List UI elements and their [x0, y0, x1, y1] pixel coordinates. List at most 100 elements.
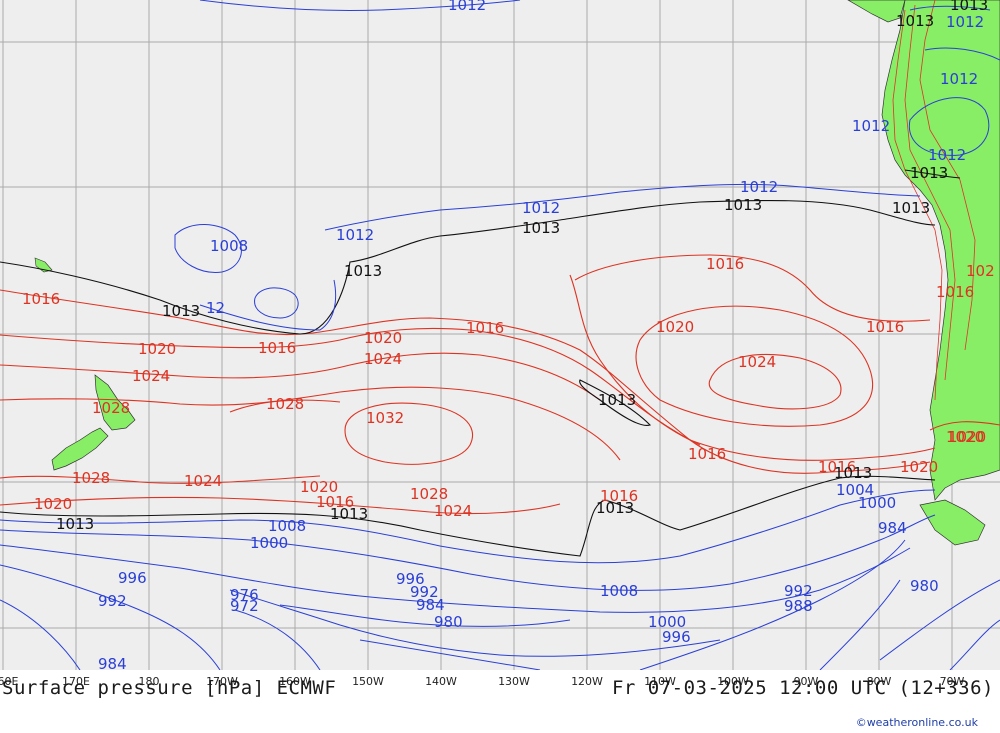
isobar-label: 1024 [434, 502, 472, 520]
isobar-label: 992 [410, 583, 439, 601]
isobar-label: 1020 [364, 329, 402, 347]
isobar-label: 1016 [818, 458, 856, 476]
isobar-label: 1013 [522, 219, 560, 237]
isobar-label: 1000 [858, 494, 896, 512]
isobar-label: 1013 [598, 391, 636, 409]
isobar-label: 992 [98, 592, 127, 610]
isobar-label: 102 [966, 262, 995, 280]
isobar-label: 1012 [522, 199, 560, 217]
isobar-label: 1020 [138, 340, 176, 358]
isobar-label: 1013 [834, 464, 872, 482]
longitude-label: 160W [279, 675, 311, 688]
forecast-timestamp: Fr 07-03-2025 12:00 UTC (12+336) [611, 677, 994, 699]
isobar-label: 1028 [266, 395, 304, 413]
longitude-label: 70W [939, 675, 965, 688]
isobar-label: 1012 [740, 178, 778, 196]
isobar-label: 976 [230, 586, 259, 604]
central-america-landmass [847, 0, 906, 23]
isobar-label: 1012 [448, 0, 486, 14]
isobar-label: 1016 [258, 339, 296, 357]
isobar-label: 1020 [948, 428, 986, 446]
isobar-label: 1004 [836, 481, 874, 499]
isobar-label: 992 [784, 582, 813, 600]
isobars-1013 [0, 169, 961, 557]
isobar-label: 1008 [600, 582, 638, 600]
isobar-label: 1000 [250, 534, 288, 552]
lat-lon-grid [0, 0, 1000, 670]
chatham-island [34, 257, 53, 273]
isobar-label: 988 [784, 597, 813, 615]
isobar-label: 1016 [866, 318, 904, 336]
isobar-label: 1012 [852, 117, 890, 135]
isobar-label: 1013 [344, 262, 382, 280]
longitude-label: 150W [352, 675, 384, 688]
longitude-label: 140W [425, 675, 457, 688]
isobar-label: 1013 [892, 199, 930, 217]
isobar-label: 1020 [946, 428, 984, 446]
isobar-label: 1020 [656, 318, 694, 336]
isobar-label: 1016 [466, 319, 504, 337]
isobar-label: 1012 [940, 70, 978, 88]
isobar-label: 1013 [950, 0, 988, 14]
isobar-label: 1013 [596, 499, 634, 517]
isobar-label: 984 [878, 519, 907, 537]
isobar-label: 984 [98, 655, 127, 670]
isobar-label: 1024 [132, 367, 170, 385]
longitude-label: 170W [206, 675, 238, 688]
isobar-label: 1024 [738, 353, 776, 371]
isobar-label: 1013 [330, 505, 368, 523]
isobar-label: 1032 [366, 409, 404, 427]
isobar-label: 1016 [316, 493, 354, 511]
isobar-labels: 1012 1012 1013 1012 1012 1013 1012 1013 … [22, 0, 995, 670]
isobar-label: 1000 [648, 613, 686, 631]
isobar-label: 1028 [410, 485, 448, 503]
isobar-label: 1008 [210, 237, 248, 255]
isobar-label: 996 [662, 628, 691, 646]
isobar-label: 1013 [56, 515, 94, 533]
isobar-label: 1020 [300, 478, 338, 496]
isobar-label: 1028 [92, 399, 130, 417]
longitude-label: 120W [571, 675, 603, 688]
isobar-label: 1016 [936, 283, 974, 301]
isobar-label: 1012 [928, 146, 966, 164]
isobar-label: 1013 [724, 196, 762, 214]
isobar-label: 996 [118, 569, 147, 587]
isobar-label: 1013 [162, 302, 200, 320]
isobar-label: 980 [434, 613, 463, 631]
isobar-label: 1020 [900, 458, 938, 476]
isobar-label: 1024 [364, 350, 402, 368]
new-zealand-north-island [94, 374, 136, 431]
map-title: Surface pressure [hPa] ECMWF [2, 677, 337, 699]
pressure-map: 1012 1012 1013 1012 1012 1013 1012 1013 … [0, 0, 1000, 670]
isobar-label: 972 [230, 597, 259, 615]
isobar-label: 1008 [268, 517, 306, 535]
isobar-label: 1012 [946, 13, 984, 31]
isobar-label: 1016 [600, 487, 638, 505]
longitude-label: 100W [717, 675, 749, 688]
isobar-label: 1013 [896, 12, 934, 30]
isobar-label: 1016 [706, 255, 744, 273]
isobar-label: 1020 [34, 495, 72, 513]
isobars-low [0, 0, 1000, 670]
longitude-label: 110W [644, 675, 676, 688]
longitude-label: 90W [793, 675, 819, 688]
isobar-label: 1016 [22, 290, 60, 308]
new-zealand-south-island [51, 427, 109, 471]
tierra-del-fuego [919, 499, 986, 546]
longitude-label: 170E [62, 675, 90, 688]
isobar-label: 1012 [336, 226, 374, 244]
isobar-label: 1024 [184, 472, 222, 490]
south-america-landmass [881, 0, 1000, 501]
isobar-label: 996 [396, 570, 425, 588]
longitude-label: 130W [498, 675, 530, 688]
credit-link[interactable]: ©weatheronline.co.uk [855, 716, 978, 729]
isobar-label: 12 [206, 299, 225, 317]
isobar-label: 984 [416, 596, 445, 614]
isobars-high [0, 254, 1000, 515]
longitude-label: 180 [138, 675, 160, 688]
isobar-label: 1016 [688, 445, 726, 463]
longitude-label: 60E [0, 675, 19, 688]
isobar-label: 1013 [910, 164, 948, 182]
map-footer [0, 670, 1000, 733]
